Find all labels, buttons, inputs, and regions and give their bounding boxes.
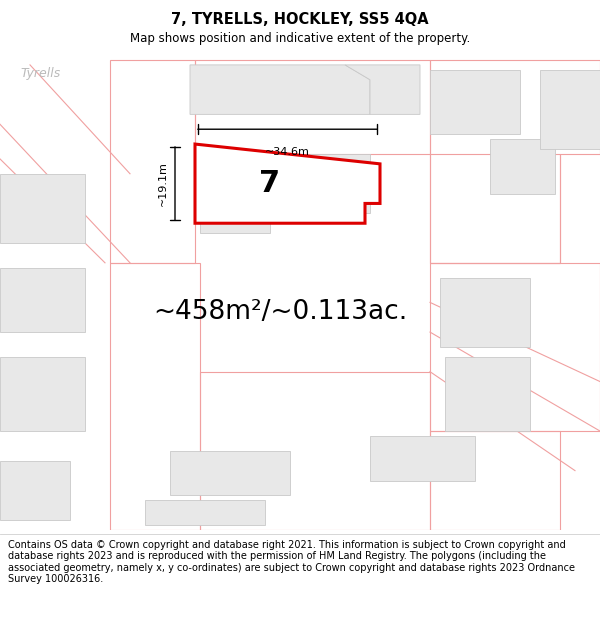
Polygon shape: [170, 451, 290, 496]
Text: ~34.6m: ~34.6m: [265, 147, 310, 157]
Polygon shape: [440, 278, 530, 347]
Polygon shape: [200, 179, 295, 233]
Text: Tyrells: Tyrells: [20, 67, 60, 80]
Polygon shape: [0, 268, 85, 332]
Polygon shape: [0, 461, 70, 520]
Text: ~19.1m: ~19.1m: [158, 161, 168, 206]
Text: Contains OS data © Crown copyright and database right 2021. This information is : Contains OS data © Crown copyright and d…: [8, 539, 575, 584]
Text: 7, TYRELLS, HOCKLEY, SS5 4QA: 7, TYRELLS, HOCKLEY, SS5 4QA: [171, 12, 429, 27]
Polygon shape: [430, 70, 520, 134]
Polygon shape: [345, 65, 420, 114]
Polygon shape: [445, 357, 530, 431]
Polygon shape: [540, 70, 600, 149]
Polygon shape: [190, 65, 370, 114]
Polygon shape: [490, 139, 555, 194]
Text: ~458m²/~0.113ac.: ~458m²/~0.113ac.: [153, 299, 407, 325]
Polygon shape: [145, 500, 265, 525]
Polygon shape: [0, 174, 85, 243]
Polygon shape: [0, 357, 85, 431]
Polygon shape: [370, 436, 475, 481]
Text: 7: 7: [259, 169, 281, 198]
Polygon shape: [310, 154, 370, 213]
Text: Map shows position and indicative extent of the property.: Map shows position and indicative extent…: [130, 32, 470, 45]
Polygon shape: [195, 144, 380, 223]
